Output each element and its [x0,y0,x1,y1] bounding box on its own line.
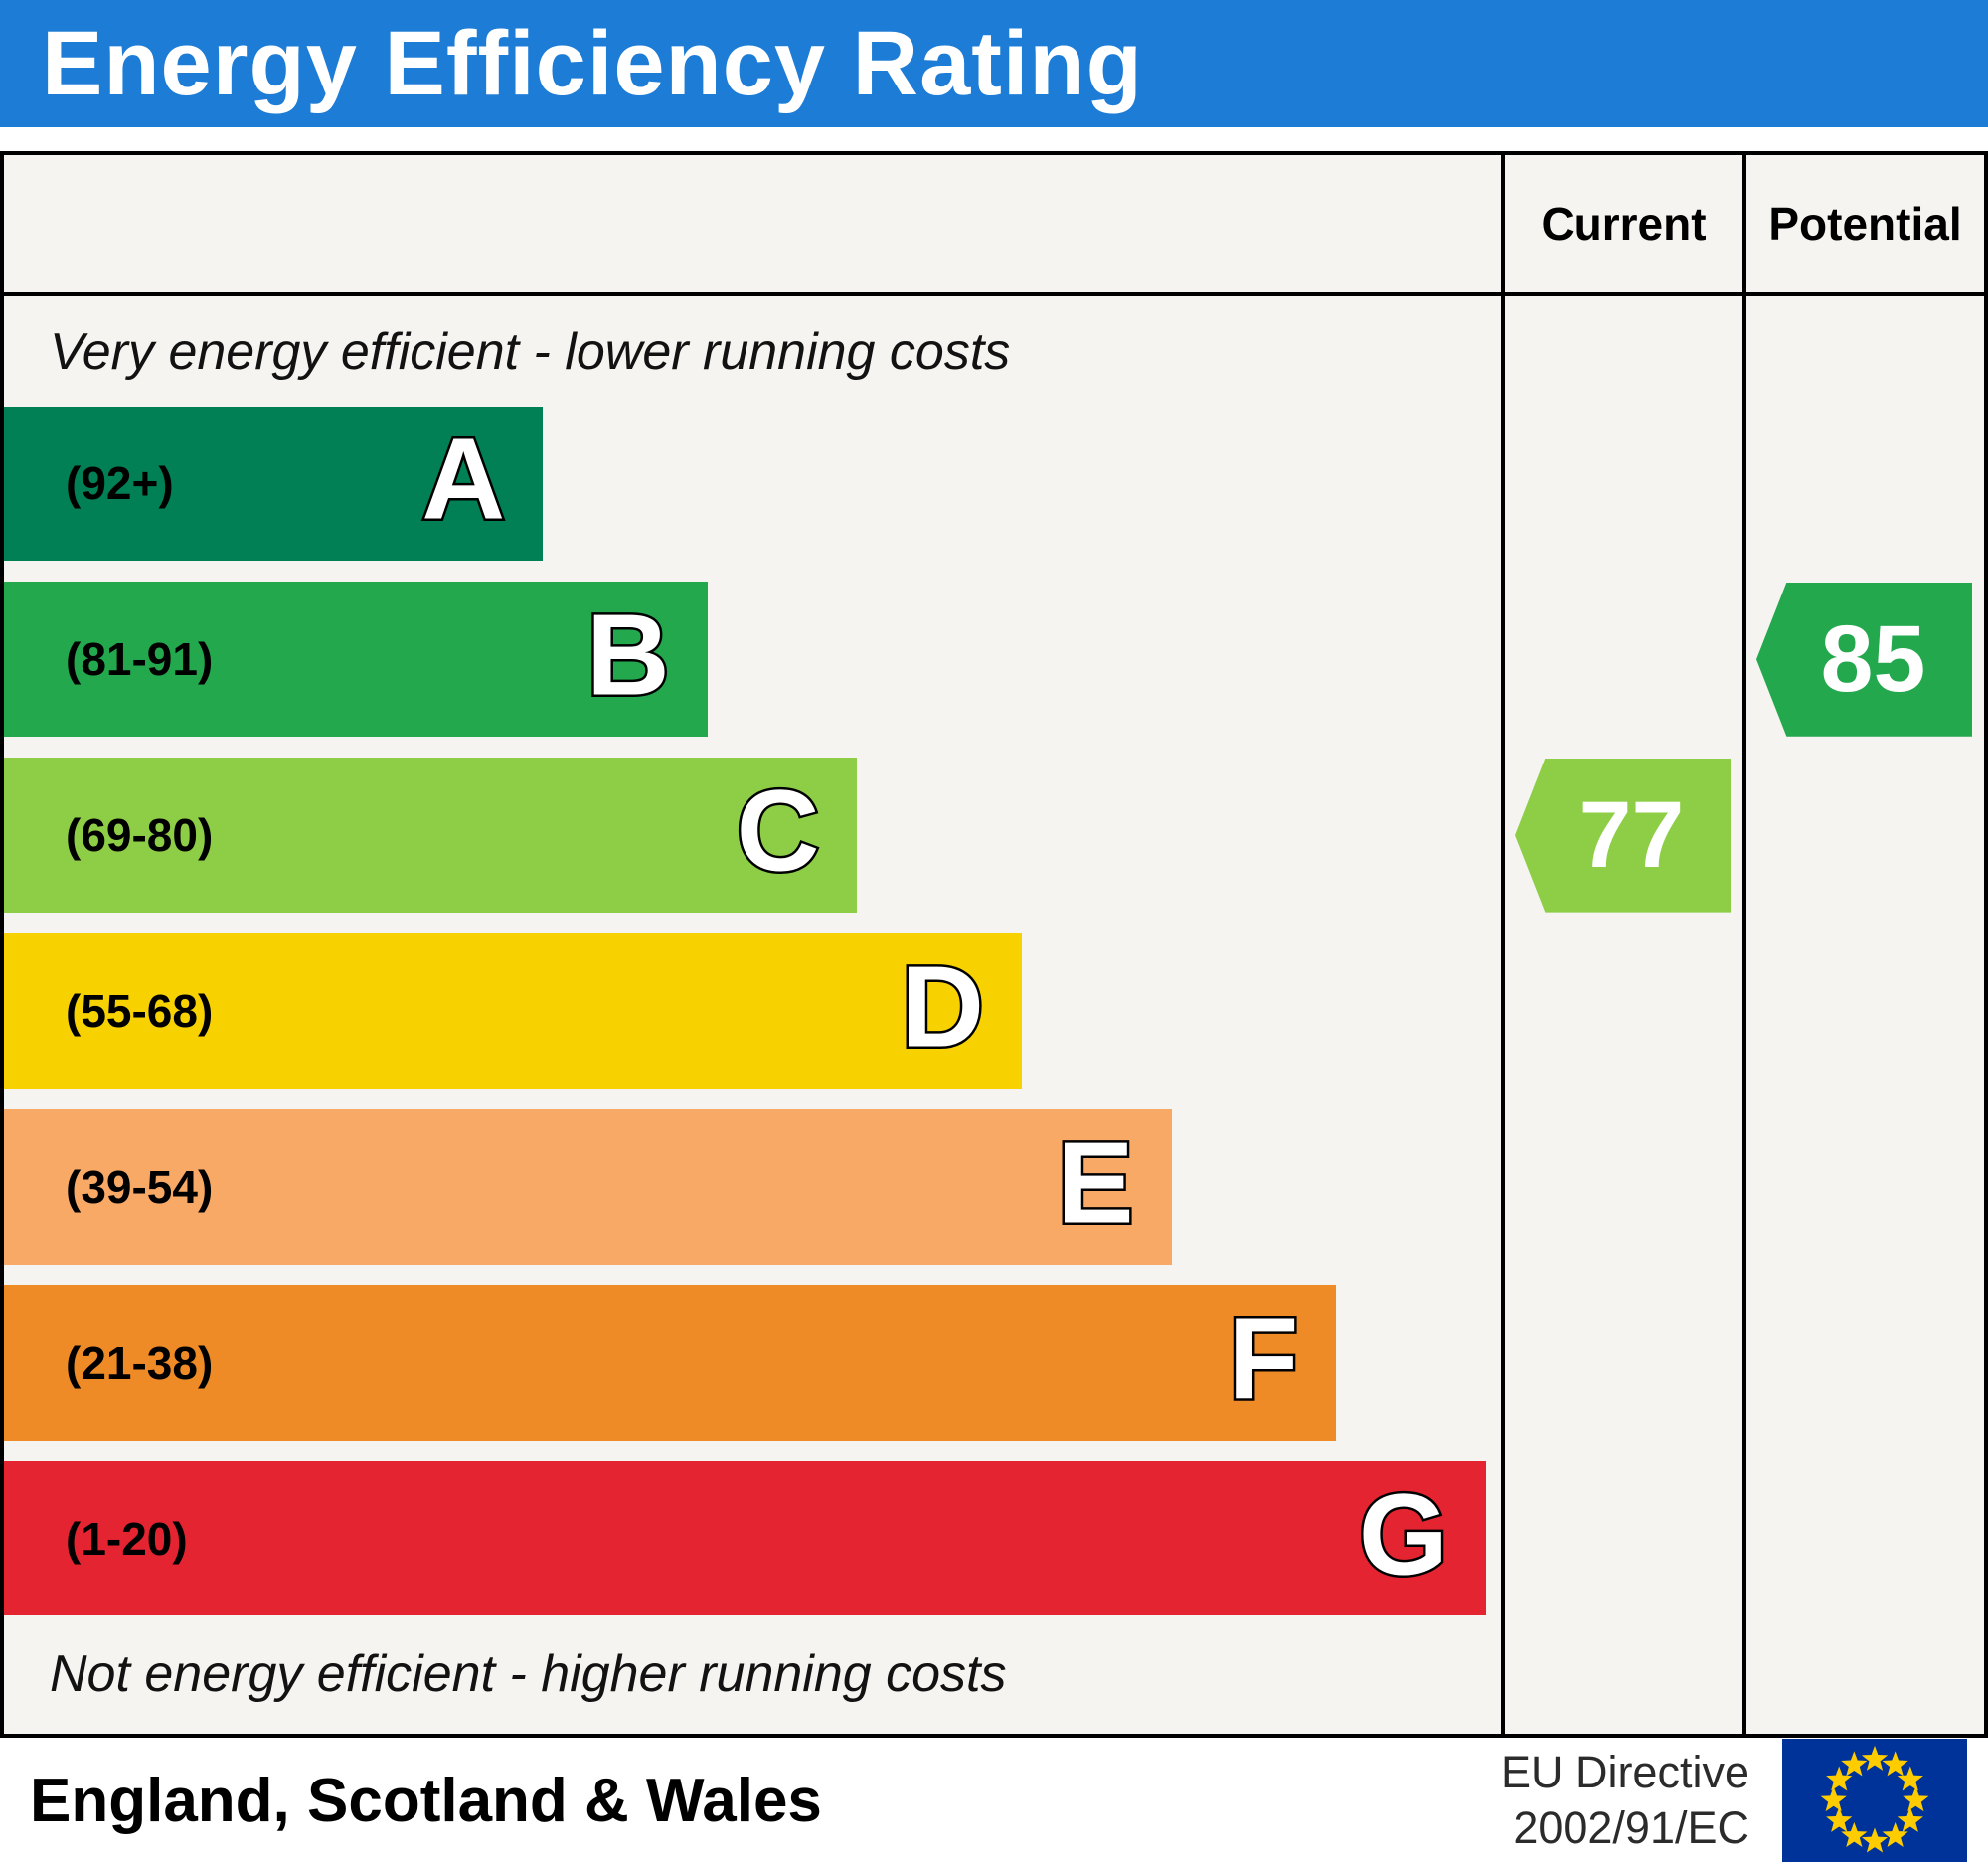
eu-flag-star [1903,1786,1929,1812]
band-row-c: (69-80) C [4,748,1501,924]
band-list: (92+) A (81-91) B (69-80) C (55-68) D (39-54) E (2… [4,390,1501,1632]
eu-flag-star [1882,1751,1908,1777]
band-range-label: (55-68) [66,985,214,1037]
potential-column-header: Potential [1742,155,1984,292]
band-row-a: (92+) A [4,396,1501,572]
eu-flag-star [1897,1766,1923,1791]
band-bar-f: (21-38) F [4,1284,1337,1441]
band-letter: C [734,765,822,896]
band-row-e: (39-54) E [4,1099,1501,1274]
band-row-f: (21-38) F [4,1274,1501,1450]
top-note: Very energy efficient - lower running co… [50,323,1011,381]
band-letter: F [1226,1293,1301,1424]
eu-flag-star [1897,1806,1923,1832]
potential-rating-value: 85 [1820,605,1926,712]
epc-chart: Current Potential Very energy efficient … [0,151,1988,1738]
band-letter: D [899,941,987,1072]
column-header-row: Current Potential [4,155,1984,296]
current-column-header: Current [1501,155,1742,292]
band-row-d: (55-68) D [4,924,1501,1100]
band-bar-b: (81-91) B [4,582,708,738]
band-letter: E [1055,1117,1136,1248]
potential-rating-arrow: 85 [1756,582,1972,737]
eu-flag-star [1882,1822,1908,1847]
eu-directive-line1: EU Directive [1500,1746,1749,1797]
band-chart-column: Very energy efficient - lower running co… [4,296,1501,1734]
band-letter: A [419,414,508,544]
band-bar-e: (39-54) E [4,1109,1172,1265]
chart-body: Very energy efficient - lower running co… [4,296,1984,1734]
band-bar-a: (92+) A [4,406,544,562]
current-rating-column: 77 [1501,296,1742,1734]
current-rating-value: 77 [1578,781,1685,888]
band-bar-g: (1-20) G [4,1460,1486,1616]
band-range-label: (81-91) [66,633,214,686]
eu-flag-star [1861,1745,1889,1771]
band-row-b: (81-91) B [4,572,1501,748]
band-range-label: (69-80) [66,809,214,862]
eu-flag-star [1841,1751,1868,1777]
band-range-label: (39-54) [66,1160,214,1213]
current-rating-arrow: 77 [1515,758,1731,913]
band-letter: B [584,590,673,720]
band-bar-c: (69-80) C [4,758,858,913]
band-range-label: (92+) [66,457,174,510]
band-range-label: (1-20) [66,1512,188,1565]
band-bar-d: (55-68) D [4,934,1023,1089]
potential-rating-column: 85 [1742,296,1984,1734]
eu-flag-star [1861,1827,1889,1853]
chart-title-bar: Energy Efficiency Rating [0,0,1988,127]
footer: England, Scotland & Wales EU Directive 2… [0,1738,1988,1863]
eu-directive-line2: 2002/91/EC [1513,1802,1749,1853]
page-title: Energy Efficiency Rating [42,12,1143,114]
eu-flag-star [1820,1786,1847,1812]
eu-flag-icon [1782,1739,1967,1862]
region-label: England, Scotland & Wales [30,1766,822,1835]
eu-flag-star [1841,1822,1868,1847]
band-range-label: (21-38) [66,1336,214,1389]
eu-directive-label: EU Directive 2002/91/EC [1501,1745,1749,1857]
eu-flag-star [1826,1806,1853,1832]
bottom-note: Not energy efficient - higher running co… [50,1645,1007,1703]
band-letter: G [1356,1468,1450,1599]
band-row-g: (1-20) G [4,1450,1501,1626]
eu-flag-star [1826,1766,1853,1791]
column-header-spacer [4,155,1501,292]
